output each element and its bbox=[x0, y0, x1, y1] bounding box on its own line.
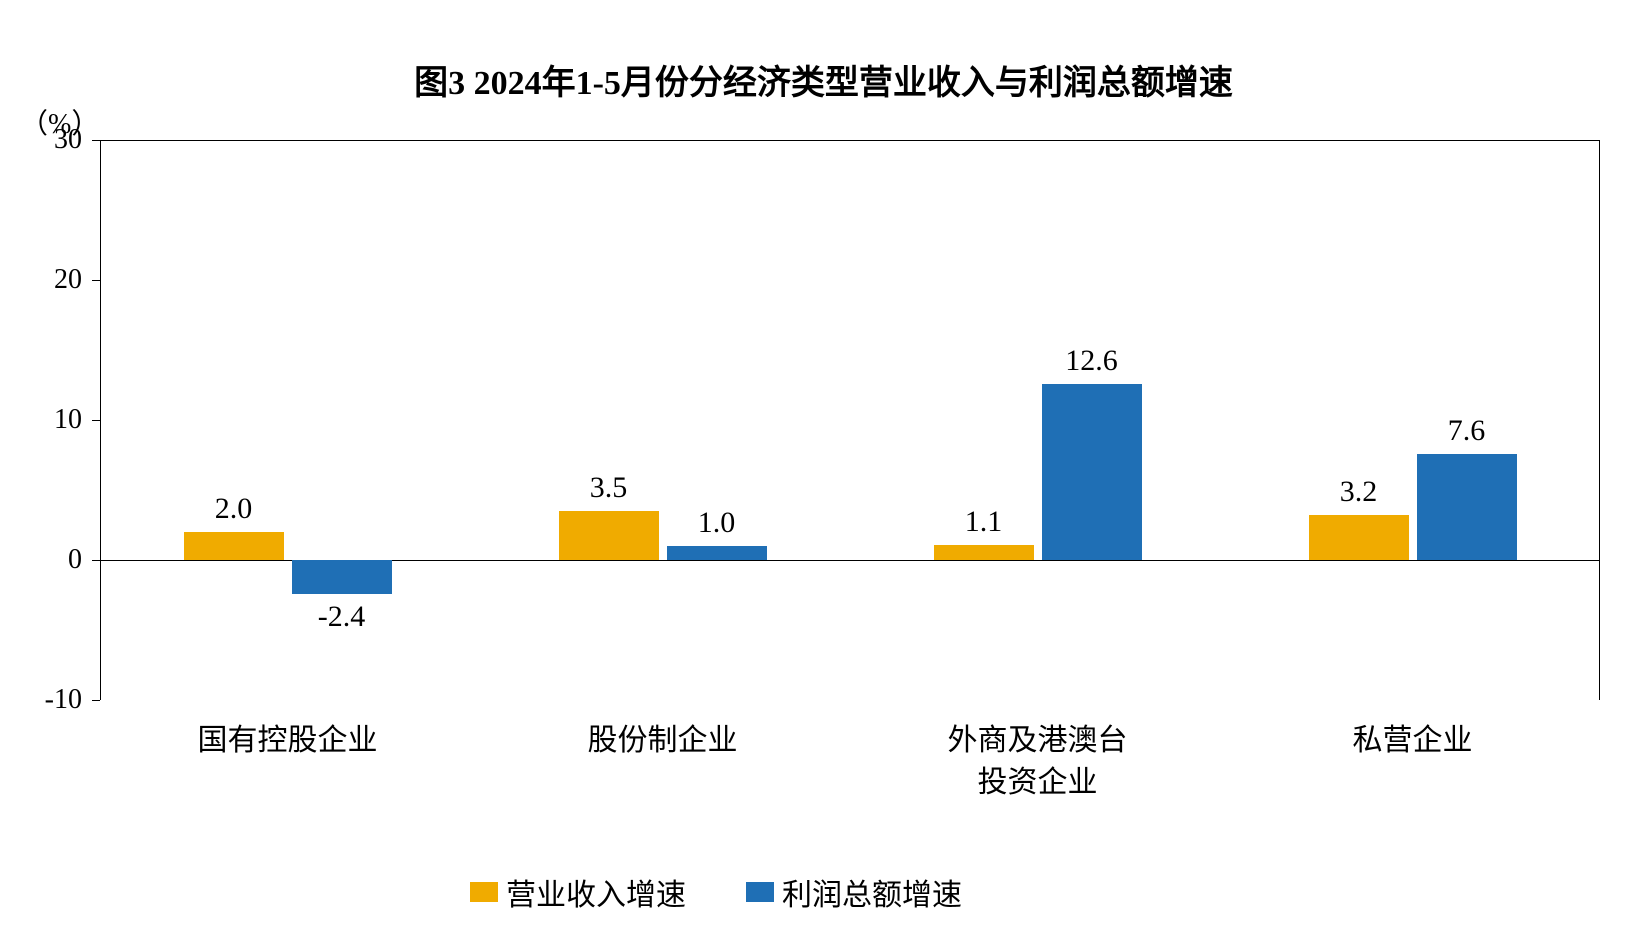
legend-label-revenue: 营业收入增速 bbox=[506, 870, 686, 914]
bar bbox=[1417, 454, 1517, 560]
bar bbox=[559, 511, 659, 560]
bar bbox=[934, 545, 1034, 560]
x-category-label: 私营企业 bbox=[1225, 720, 1600, 762]
bar-value-label: 3.5 bbox=[539, 471, 679, 505]
y-tick-mark bbox=[92, 560, 100, 561]
y-tick-mark bbox=[92, 420, 100, 421]
x-category-label: 国有控股企业 bbox=[100, 720, 475, 762]
x-category-label: 股份制企业 bbox=[475, 720, 850, 762]
bar-value-label: 3.2 bbox=[1289, 475, 1429, 509]
y-tick-mark bbox=[92, 280, 100, 281]
y-tick-label: -10 bbox=[0, 684, 82, 716]
bar bbox=[1042, 384, 1142, 560]
bar-value-label: 1.0 bbox=[647, 506, 787, 540]
legend-swatch-revenue bbox=[470, 882, 498, 902]
bar-value-label: 2.0 bbox=[164, 492, 304, 526]
bar-value-label: -2.4 bbox=[272, 600, 412, 634]
x-category-label: 外商及港澳台 投资企业 bbox=[850, 720, 1225, 804]
bar bbox=[667, 546, 767, 560]
y-tick-label: 10 bbox=[0, 404, 82, 436]
bar bbox=[184, 532, 284, 560]
y-tick-mark bbox=[92, 700, 100, 701]
legend-item-profit: 利润总额增速 bbox=[746, 870, 962, 914]
chart-container: 图3 2024年1-5月份分经济类型营业收入与利润总额增速 （%） -10010… bbox=[0, 0, 1647, 945]
legend-label-profit: 利润总额增速 bbox=[782, 870, 962, 914]
bar-value-label: 7.6 bbox=[1397, 414, 1537, 448]
bar-value-label: 1.1 bbox=[914, 505, 1054, 539]
chart-title: 图3 2024年1-5月份分经济类型营业收入与利润总额增速 bbox=[0, 55, 1647, 104]
y-tick-mark bbox=[92, 140, 100, 141]
bar-value-label: 12.6 bbox=[1022, 344, 1162, 378]
bar bbox=[1309, 515, 1409, 560]
y-tick-label: 30 bbox=[0, 124, 82, 156]
legend-swatch-profit bbox=[746, 882, 774, 902]
y-tick-label: 0 bbox=[0, 544, 82, 576]
legend-item-revenue: 营业收入增速 bbox=[470, 870, 686, 914]
bar bbox=[292, 560, 392, 594]
legend: 营业收入增速 利润总额增速 bbox=[470, 870, 962, 914]
y-tick-label: 20 bbox=[0, 264, 82, 296]
